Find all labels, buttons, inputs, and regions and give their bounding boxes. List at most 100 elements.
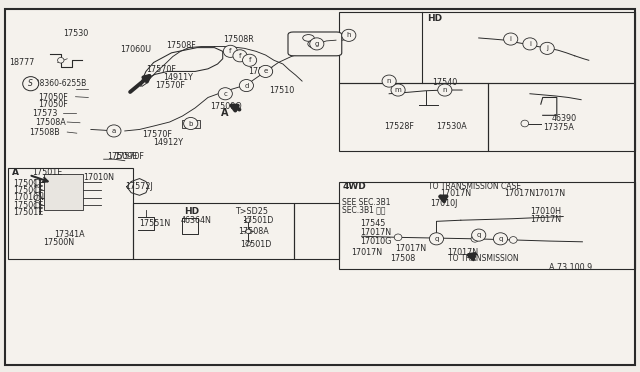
Text: 17501E: 17501E xyxy=(13,208,43,217)
Bar xyxy=(182,120,200,128)
Text: m: m xyxy=(395,87,401,93)
Ellipse shape xyxy=(521,120,529,127)
Text: d: d xyxy=(244,83,248,89)
Ellipse shape xyxy=(509,237,517,243)
Text: 17017N: 17017N xyxy=(440,189,472,198)
Text: 17500N: 17500N xyxy=(44,238,75,247)
Ellipse shape xyxy=(34,187,40,193)
Text: 17501E: 17501E xyxy=(13,179,43,187)
Text: 17010J: 17010J xyxy=(430,199,458,208)
Text: 17501E: 17501E xyxy=(13,186,43,195)
Text: 17570F: 17570F xyxy=(156,81,186,90)
Text: q: q xyxy=(435,236,438,242)
Text: 17060U: 17060U xyxy=(120,45,152,54)
Text: 17528F: 17528F xyxy=(384,122,414,131)
Text: 17530A: 17530A xyxy=(436,122,467,131)
Text: 17508F: 17508F xyxy=(166,41,196,50)
Text: f: f xyxy=(229,48,232,54)
Ellipse shape xyxy=(223,45,237,57)
Text: 17501D: 17501D xyxy=(240,240,271,249)
Text: 17050F: 17050F xyxy=(38,100,68,109)
Text: 17551N: 17551N xyxy=(140,219,171,228)
Text: 4WD: 4WD xyxy=(342,182,366,191)
Ellipse shape xyxy=(233,50,247,62)
Text: 17501E: 17501E xyxy=(32,169,62,177)
Ellipse shape xyxy=(523,38,537,50)
FancyBboxPatch shape xyxy=(288,32,342,56)
Text: 17508R: 17508R xyxy=(223,35,253,44)
Text: b: b xyxy=(189,121,193,126)
Ellipse shape xyxy=(382,75,396,87)
Text: 46390: 46390 xyxy=(552,114,577,123)
Text: S08360-6255B: S08360-6255B xyxy=(31,79,87,88)
Text: 17010N: 17010N xyxy=(83,173,114,182)
Text: 17017N: 17017N xyxy=(504,189,536,198)
Text: 17050F: 17050F xyxy=(38,93,68,102)
Text: 17501E: 17501E xyxy=(13,201,43,210)
Text: T>SD25: T>SD25 xyxy=(236,207,269,216)
Text: j: j xyxy=(546,45,548,51)
Text: 17540: 17540 xyxy=(432,78,457,87)
Ellipse shape xyxy=(540,42,554,54)
Text: h: h xyxy=(346,32,351,38)
Bar xyxy=(133,203,294,259)
Text: f: f xyxy=(248,57,251,63)
Ellipse shape xyxy=(394,234,402,241)
Ellipse shape xyxy=(438,84,452,96)
Text: HD: HD xyxy=(184,207,200,216)
Text: n: n xyxy=(387,78,392,84)
Text: TO TRANSMISSION: TO TRANSMISSION xyxy=(448,254,518,263)
Text: 17010G: 17010G xyxy=(360,237,391,246)
Text: 17510: 17510 xyxy=(269,86,294,94)
Text: A 73 100 9: A 73 100 9 xyxy=(549,263,593,272)
Text: 17545: 17545 xyxy=(360,219,385,228)
Text: 17508: 17508 xyxy=(390,254,415,263)
Text: 17573: 17573 xyxy=(32,109,58,118)
Ellipse shape xyxy=(246,229,251,234)
Bar xyxy=(339,182,635,269)
Ellipse shape xyxy=(472,229,486,241)
Text: HD: HD xyxy=(428,14,443,23)
Ellipse shape xyxy=(23,77,38,91)
Text: 17017N: 17017N xyxy=(351,248,382,257)
Ellipse shape xyxy=(308,40,322,48)
Bar xyxy=(339,83,488,151)
Text: 17341A: 17341A xyxy=(54,230,85,239)
Text: 17508B: 17508B xyxy=(29,128,60,137)
Text: 17570F: 17570F xyxy=(114,152,144,161)
Text: c: c xyxy=(223,91,227,97)
Text: TO TRANSMISSION CASE: TO TRANSMISSION CASE xyxy=(428,182,520,191)
Text: 17010N: 17010N xyxy=(13,193,44,202)
Text: a: a xyxy=(112,128,116,134)
Text: 17017N: 17017N xyxy=(534,189,566,198)
Text: A: A xyxy=(12,169,19,177)
Text: 17530: 17530 xyxy=(63,29,88,38)
Ellipse shape xyxy=(218,88,232,100)
Text: 46364N: 46364N xyxy=(180,216,211,225)
Text: i: i xyxy=(509,36,512,42)
Text: 17509O: 17509O xyxy=(210,102,242,110)
Text: n: n xyxy=(442,87,447,93)
Text: f: f xyxy=(239,53,241,59)
Text: 17506: 17506 xyxy=(248,67,273,76)
Text: 18777: 18777 xyxy=(10,58,35,67)
Text: 17570F: 17570F xyxy=(146,65,176,74)
Text: 17508A: 17508A xyxy=(238,227,269,236)
Text: g: g xyxy=(315,41,319,47)
Ellipse shape xyxy=(342,29,356,41)
Text: 17017N: 17017N xyxy=(360,228,391,237)
Ellipse shape xyxy=(303,35,314,41)
Text: 17508A: 17508A xyxy=(35,118,66,126)
Text: e: e xyxy=(264,68,268,74)
Ellipse shape xyxy=(184,118,198,129)
Ellipse shape xyxy=(493,233,508,245)
Ellipse shape xyxy=(246,241,251,246)
Ellipse shape xyxy=(429,233,444,245)
Ellipse shape xyxy=(259,65,273,77)
Text: 14912Y: 14912Y xyxy=(154,138,184,147)
Text: q: q xyxy=(477,232,481,238)
Text: 17010H: 17010H xyxy=(530,207,561,216)
Bar xyxy=(488,83,635,151)
Ellipse shape xyxy=(504,33,518,45)
Ellipse shape xyxy=(243,54,257,66)
